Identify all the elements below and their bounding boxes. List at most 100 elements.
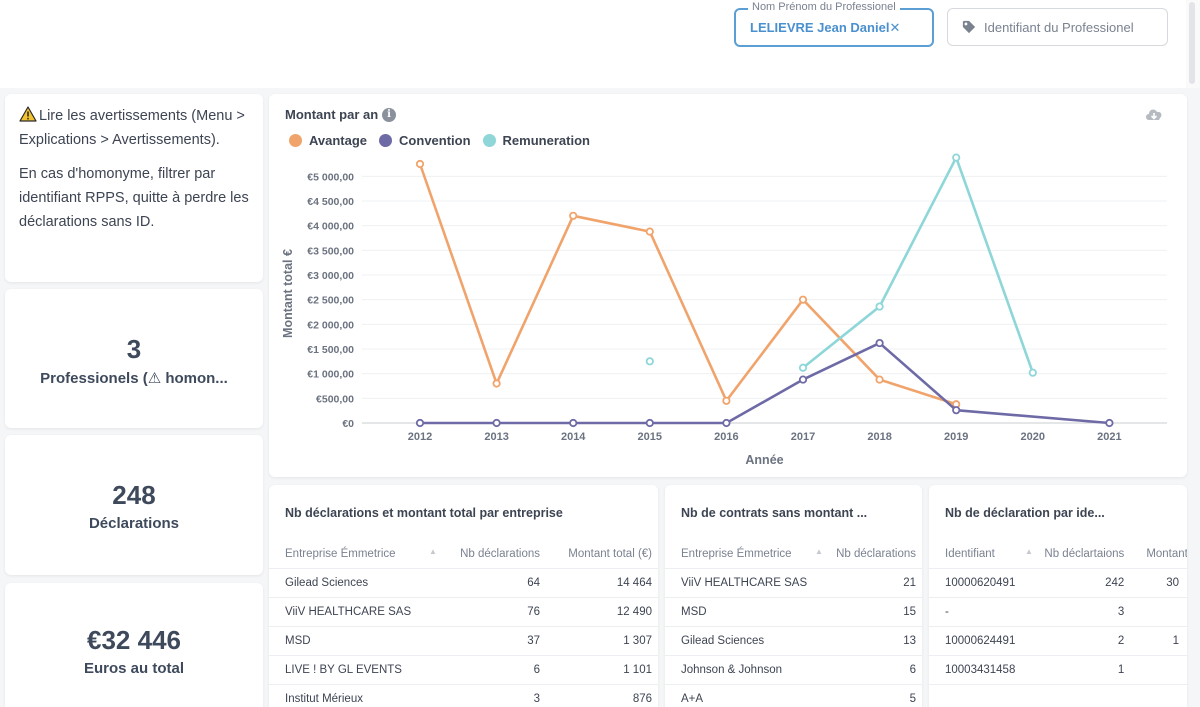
table-row[interactable]: -3: [929, 596, 1187, 626]
table-row[interactable]: ViiV HEALTHCARE SAS 21: [665, 567, 922, 597]
legend-label-avantage: Avantage: [309, 133, 368, 148]
sort-icon[interactable]: ▲: [429, 547, 437, 556]
y-tick-label: €3 000,00: [307, 270, 354, 282]
cell-company: Johnson & Johnson: [665, 654, 817, 684]
y-tick-label: €4 000,00: [307, 221, 354, 233]
y-tick-label: €5 000,00: [307, 171, 354, 183]
legend-swatch-convention: [379, 134, 393, 147]
cell-amount: 1 101: [546, 654, 658, 684]
sort-icon[interactable]: ▲: [1025, 547, 1033, 556]
x-tick-label: 2017: [791, 431, 815, 443]
y-tick-label: €2 500,00: [307, 295, 354, 307]
cell-declarations: 21: [817, 567, 922, 597]
data-point-convention: [798, 375, 808, 384]
professional-name-filter-label: Nom Prénom du Professionel: [748, 1, 900, 13]
info-icon[interactable]: i: [382, 108, 396, 122]
cell-declarations: 3: [439, 683, 546, 707]
column-header-company[interactable]: Entreprise Émmetrice ▲: [285, 547, 437, 561]
table-row[interactable]: 10003431458 1: [929, 654, 1187, 684]
table-row[interactable]: ViiV HEALTHCARE SAS 76 12 490: [269, 596, 658, 626]
cell-declarations: 64: [439, 567, 546, 597]
cell-amount: 1: [1130, 625, 1187, 655]
legend-item-avantage[interactable]: Avantage: [289, 133, 367, 148]
data-point-avantage: [798, 295, 808, 304]
professional-id-input[interactable]: Identifiant du Professionel: [947, 8, 1168, 46]
data-point-avantage: [492, 379, 501, 388]
cell-identifier: [929, 683, 1029, 707]
amount-per-year-chart-card: €0 €500,00 €1 000,00 €1 500,00 €2 000,00 €2 5…: [269, 94, 1187, 477]
cell-amount: [1130, 683, 1187, 707]
contracts-without-amount-title: Nb de contrats sans montant ...: [681, 506, 868, 520]
table-row[interactable]: MSD 15: [665, 596, 922, 626]
data-point-avantage: [415, 159, 425, 169]
cell-amount: [1130, 654, 1187, 684]
legend-label-remuneration: Remuneration: [502, 133, 590, 148]
cell-amount: [1130, 596, 1187, 626]
series-line-convention: [420, 341, 1110, 425]
legend-item-convention[interactable]: Convention: [379, 133, 471, 148]
cell-declarations: 76: [439, 596, 546, 626]
table-row[interactable]: Institut Mérieux 3 876: [269, 683, 658, 707]
cell-company: Gilead Sciences: [269, 567, 439, 597]
cell-company: MSD: [665, 596, 817, 626]
scrollbar-thumb[interactable]: [1189, 2, 1195, 84]
x-tick-label: 2019: [944, 431, 968, 443]
data-point-remuneration: [1028, 368, 1037, 377]
cell-company: MSD: [269, 625, 439, 655]
column-header-amount[interactable]: Montant t: [1146, 548, 1187, 561]
data-point-convention: [492, 418, 501, 428]
declarations-by-identifier-card: Nb de déclaration par ide... Identifiant…: [929, 485, 1187, 707]
y-tick-label: €4 500,00: [307, 196, 354, 208]
table-row[interactable]: 10000624491 2 1: [929, 625, 1187, 655]
cell-amount: 12 490: [546, 596, 658, 626]
table-row[interactable]: Johnson & Johnson 6: [665, 654, 922, 684]
data-point-remuneration: [645, 357, 654, 366]
cell-declarations: 13: [817, 625, 922, 655]
column-header-declarations[interactable]: Nb déclarations: [460, 548, 540, 561]
kpi-total-euros-label: Euros au total: [83, 660, 184, 677]
data-point-convention: [645, 418, 654, 428]
legend-item-remuneration[interactable]: Remuneration: [482, 133, 590, 148]
cloud-download-icon[interactable]: [1144, 106, 1164, 122]
data-point-avantage: [875, 375, 884, 384]
cell-identifier: 10000624491: [929, 625, 1029, 655]
table-header-row: Entreprise Émmetrice ▲ Nb déclarations: [665, 541, 922, 568]
contracts-without-amount-card: Nb de contrats sans montant ... Entrepri…: [665, 485, 922, 707]
table-row[interactable]: [929, 683, 1187, 707]
legend-swatch-remuneration: [482, 134, 496, 147]
y-tick-label: €2 000,00: [307, 319, 354, 331]
table-row[interactable]: Gilead Sciences 64 14 464: [269, 567, 658, 597]
table-header-row: Entreprise Émmetrice ▲ Nb déclarations Mo…: [269, 541, 658, 568]
x-tick-label: 2012: [408, 431, 432, 443]
data-point-convention: [952, 406, 961, 415]
sort-icon[interactable]: ▲: [815, 547, 823, 556]
amount-per-year-chart: €0 €500,00 €1 000,00 €1 500,00 €2 000,00 €2 5…: [281, 153, 1167, 467]
column-header-declarations[interactable]: Nb déclarations: [836, 548, 916, 561]
kpi-total-euros-card: €32 446 Euros au total: [5, 583, 263, 707]
professional-name-filter[interactable]: Nom Prénom du Professionel LELIEVRE Jean…: [734, 1, 934, 47]
cell-company: ViiV HEALTHCARE SAS: [269, 596, 439, 626]
table-row[interactable]: MSD 37 1 307: [269, 625, 658, 655]
y-tick-label: €500,00: [316, 393, 354, 405]
column-header-identifier[interactable]: Identifiant ▲: [945, 547, 1033, 561]
clear-selection-icon[interactable]: ✕: [889, 20, 901, 35]
table-row[interactable]: A+A 5: [665, 683, 922, 707]
cell-identifier: 10003431458: [929, 654, 1029, 684]
column-header-declarations[interactable]: Nb déclartaions▲: [1044, 548, 1125, 561]
selected-professional-chip[interactable]: LELIEVRE Jean Daniel✕: [750, 20, 900, 36]
cell-company: ViiV HEALTHCARE SAS: [665, 567, 817, 597]
table-row[interactable]: Gilead Sciences 13: [665, 625, 922, 655]
column-header-company[interactable]: Entreprise Émmetrice ▲: [681, 547, 823, 561]
cell-declarations: 15: [817, 596, 922, 626]
professional-id-placeholder: Identifiant du Professionel: [984, 20, 1134, 35]
table-row[interactable]: LIVE ! BY GL EVENTS 6 1 101: [269, 654, 658, 684]
table-row[interactable]: 10000620491 242 30: [929, 567, 1187, 597]
x-tick-label: 2013: [484, 431, 508, 443]
declarations-by-company-table: Entreprise Émmetrice ▲ Nb déclarations Mo…: [269, 541, 658, 707]
y-tick-label: €3 500,00: [307, 245, 354, 257]
table-header-row: Identifiant▲ Nb déclartaions▲ Montant t: [929, 541, 1187, 568]
legend-swatch-avantage: [289, 134, 302, 147]
data-point-remuneration: [798, 363, 808, 372]
cell-declarations: 3: [1028, 596, 1131, 626]
column-header-total-amount[interactable]: Montant total (€): [568, 548, 652, 561]
